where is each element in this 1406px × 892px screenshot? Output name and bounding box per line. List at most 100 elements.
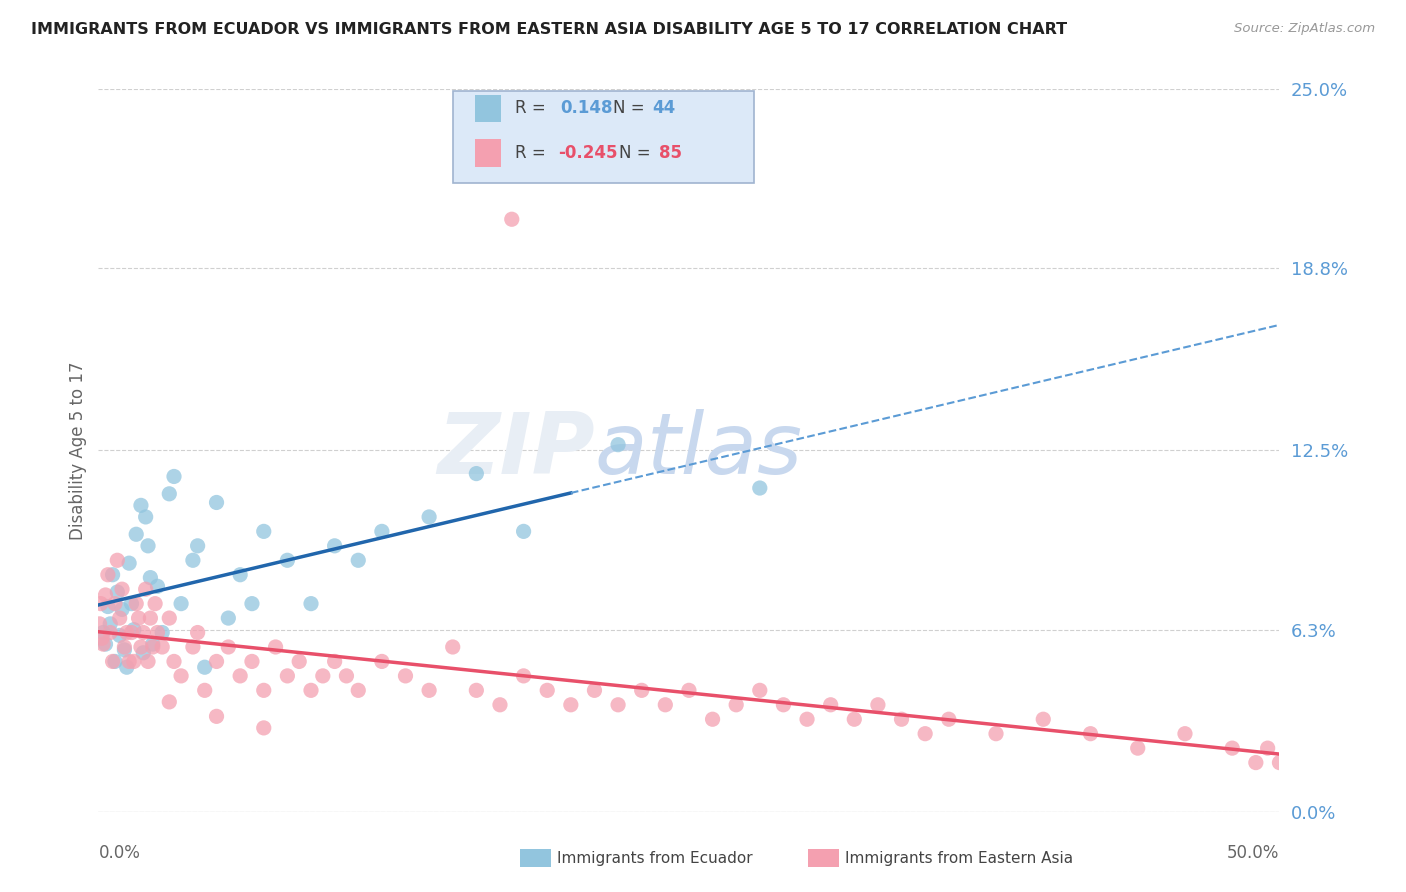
Text: Source: ZipAtlas.com: Source: ZipAtlas.com [1234, 22, 1375, 36]
Point [312, 669, 335, 683]
Point [118, 655, 141, 669]
Point [984, 727, 1007, 741]
Point [1032, 712, 1054, 726]
Point [512, 524, 534, 539]
Text: 0.148: 0.148 [560, 99, 613, 117]
Point [772, 698, 794, 712]
Point [489, 698, 512, 712]
Point [796, 712, 818, 726]
Point [101, 567, 124, 582]
Point [91, 625, 114, 640]
Point [748, 481, 770, 495]
Point [150, 625, 173, 640]
Point [122, 655, 145, 669]
Point [163, 655, 186, 669]
Point [111, 582, 134, 597]
Point [229, 567, 252, 582]
Point [536, 683, 558, 698]
Y-axis label: Disability Age 5 to 17: Disability Age 5 to 17 [69, 361, 87, 540]
Point [418, 683, 440, 698]
FancyBboxPatch shape [453, 91, 754, 183]
Text: R =: R = [516, 144, 551, 162]
Point [128, 611, 150, 625]
Text: N =: N = [619, 144, 657, 162]
Point [150, 640, 173, 654]
Point [914, 727, 936, 741]
Point [240, 655, 263, 669]
Point [143, 597, 166, 611]
Point [371, 655, 394, 669]
Point [607, 438, 630, 452]
Point [501, 212, 523, 227]
Point [139, 571, 162, 585]
Point [748, 683, 770, 698]
Point [512, 669, 534, 683]
Point [98, 625, 121, 640]
Text: 50.0%: 50.0% [1227, 844, 1279, 863]
Point [94, 637, 117, 651]
Point [136, 539, 159, 553]
Point [90, 597, 112, 611]
Point [187, 625, 209, 640]
Point [170, 597, 193, 611]
Point [323, 655, 346, 669]
Point [135, 510, 157, 524]
Point [1126, 741, 1149, 756]
Point [111, 602, 134, 616]
Point [394, 669, 416, 683]
Point [323, 539, 346, 553]
Point [253, 721, 276, 735]
Text: R =: R = [516, 99, 551, 117]
Point [97, 599, 120, 614]
Point [194, 660, 217, 674]
Point [465, 683, 488, 698]
Point [112, 643, 135, 657]
Point [1268, 756, 1291, 770]
Point [146, 625, 169, 640]
Point [938, 712, 960, 726]
Point [108, 611, 131, 625]
Point [630, 683, 652, 698]
Text: atlas: atlas [595, 409, 803, 492]
Point [1220, 741, 1243, 756]
Point [288, 655, 311, 669]
Point [205, 709, 228, 723]
Point [441, 640, 464, 654]
Point [890, 712, 912, 726]
Point [122, 623, 145, 637]
Point [142, 640, 165, 654]
Point [299, 683, 322, 698]
Point [1257, 741, 1279, 756]
Point [654, 698, 676, 712]
Point [678, 683, 700, 698]
Point [104, 597, 127, 611]
Point [418, 510, 440, 524]
Text: 44: 44 [652, 99, 675, 117]
Point [560, 698, 582, 712]
Point [607, 698, 630, 712]
Point [866, 698, 889, 712]
Point [299, 597, 322, 611]
Point [205, 655, 228, 669]
Point [129, 640, 152, 654]
Point [181, 640, 204, 654]
Point [91, 637, 114, 651]
Point [132, 646, 155, 660]
Point [157, 695, 180, 709]
Point [163, 469, 186, 483]
Point [583, 683, 606, 698]
Point [139, 611, 162, 625]
Point [136, 655, 159, 669]
Point [725, 698, 748, 712]
Point [91, 632, 114, 646]
Point [844, 712, 866, 726]
FancyBboxPatch shape [475, 95, 501, 121]
Text: Immigrants from Eastern Asia: Immigrants from Eastern Asia [845, 851, 1073, 865]
Point [1244, 756, 1267, 770]
Point [157, 487, 180, 501]
Point [702, 712, 724, 726]
Point [170, 669, 193, 683]
Point [118, 556, 141, 570]
Point [205, 495, 228, 509]
Point [229, 669, 252, 683]
